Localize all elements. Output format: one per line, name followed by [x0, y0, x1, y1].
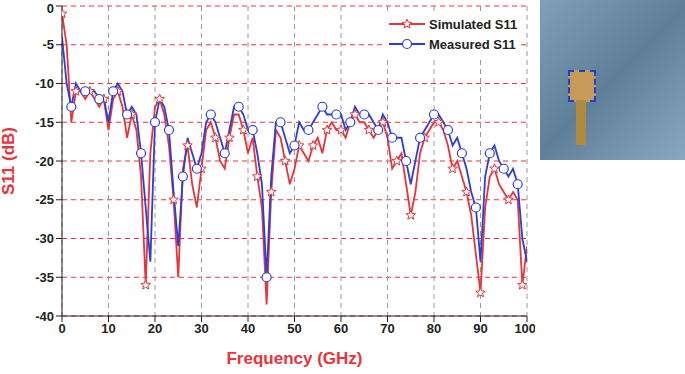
svg-text:Frequency (GHz): Frequency (GHz): [226, 349, 362, 368]
svg-text:70: 70: [380, 321, 394, 336]
svg-text:20: 20: [148, 321, 162, 336]
html-text:Measured S11: Measured S11: [429, 36, 516, 52]
svg-text:50: 50: [287, 321, 301, 336]
svg-text:-35: -35: [35, 270, 54, 285]
svg-text:-10: -10: [35, 76, 54, 91]
svg-text:30: 30: [194, 321, 208, 336]
svg-text:-5: -5: [42, 37, 54, 52]
svg-text:-15: -15: [35, 115, 54, 130]
svg-text:-40: -40: [35, 309, 54, 324]
svg-text:0: 0: [47, 1, 54, 16]
svg-text:-30: -30: [35, 231, 54, 246]
svg-text:-25: -25: [35, 192, 54, 207]
svg-text:80: 80: [427, 321, 441, 336]
svg-text:-20: -20: [35, 154, 54, 169]
svg-text:S11 (dB): S11 (dB): [0, 127, 18, 195]
svg-text:10: 10: [101, 321, 115, 336]
svg-text:0: 0: [58, 321, 65, 336]
svg-text:100: 100: [514, 321, 535, 336]
svg-text:40: 40: [241, 321, 255, 336]
svg-text:90: 90: [473, 321, 487, 336]
svg-text:60: 60: [334, 321, 348, 336]
html-text:Simulated S11: Simulated S11: [429, 16, 518, 32]
